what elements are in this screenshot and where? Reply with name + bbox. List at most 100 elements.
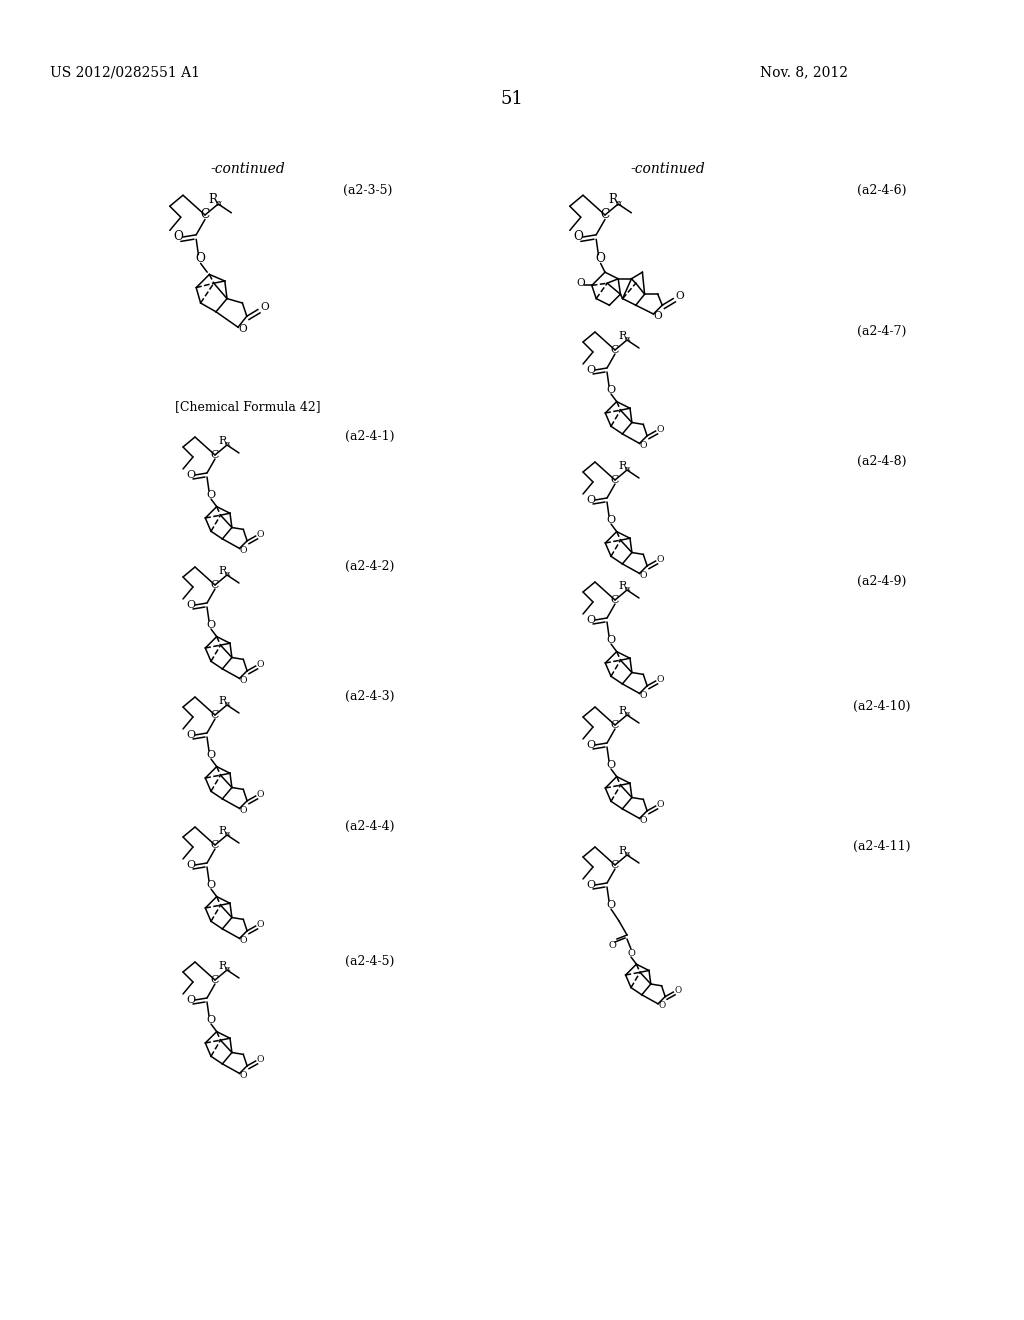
Text: (a2-4-8): (a2-4-8) (857, 455, 906, 469)
Text: O: O (587, 366, 596, 375)
Text: (a2-4-1): (a2-4-1) (345, 430, 394, 444)
Text: R: R (608, 193, 617, 206)
Text: C: C (610, 595, 620, 605)
Text: C: C (211, 579, 219, 590)
Text: α: α (625, 850, 631, 858)
Text: [Chemical Formula 42]: [Chemical Formula 42] (175, 400, 321, 413)
Text: R: R (618, 581, 627, 591)
Text: O: O (606, 760, 615, 770)
Text: O: O (257, 1055, 264, 1064)
Text: α: α (216, 198, 222, 207)
Text: (a2-4-3): (a2-4-3) (345, 690, 394, 704)
Text: (a2-4-7): (a2-4-7) (857, 325, 906, 338)
Text: O: O (587, 880, 596, 890)
Text: O: O (257, 660, 264, 669)
Text: O: O (653, 312, 663, 321)
Text: R: R (218, 961, 226, 972)
Text: R: R (618, 331, 627, 341)
Text: (a2-4-9): (a2-4-9) (857, 576, 906, 587)
Text: R: R (218, 436, 226, 446)
Text: O: O (238, 325, 247, 334)
Text: (a2-4-11): (a2-4-11) (853, 840, 910, 853)
Text: α: α (225, 965, 230, 973)
Text: O: O (207, 490, 216, 500)
Text: R: R (218, 696, 226, 706)
Text: O: O (608, 940, 616, 949)
Text: O: O (257, 789, 264, 799)
Text: O: O (260, 302, 268, 313)
Text: O: O (640, 570, 647, 579)
Text: R: R (618, 846, 627, 855)
Text: -continued: -continued (211, 162, 286, 176)
Text: α: α (225, 440, 230, 447)
Text: C: C (211, 840, 219, 850)
Text: O: O (186, 995, 196, 1005)
Text: C: C (610, 719, 620, 730)
Text: O: O (606, 635, 615, 645)
Text: O: O (186, 470, 196, 480)
Text: O: O (656, 554, 665, 564)
Text: R: R (218, 826, 226, 836)
Text: C: C (610, 345, 620, 355)
Text: O: O (640, 690, 647, 700)
Text: α: α (625, 710, 631, 718)
Text: O: O (240, 676, 247, 685)
Text: O: O (573, 231, 584, 243)
Text: O: O (640, 816, 647, 825)
Text: O: O (240, 545, 247, 554)
Text: α: α (625, 335, 631, 343)
Text: -continued: -continued (631, 162, 706, 176)
Text: O: O (196, 252, 206, 265)
Text: O: O (656, 675, 665, 684)
Text: C: C (600, 209, 609, 222)
Text: 51: 51 (501, 90, 523, 108)
Text: O: O (587, 741, 596, 750)
Text: O: O (240, 1071, 247, 1080)
Text: O: O (174, 231, 183, 243)
Text: O: O (627, 949, 635, 957)
Text: Nov. 8, 2012: Nov. 8, 2012 (760, 65, 848, 79)
Text: O: O (577, 279, 585, 288)
Text: O: O (587, 615, 596, 624)
Text: C: C (211, 710, 219, 719)
Text: R: R (618, 461, 627, 471)
Text: O: O (207, 880, 216, 890)
Text: O: O (656, 425, 665, 434)
Text: R: R (208, 193, 217, 206)
Text: O: O (257, 529, 264, 539)
Text: O: O (186, 601, 196, 610)
Text: C: C (610, 475, 620, 484)
Text: C: C (211, 975, 219, 985)
Text: O: O (658, 1001, 666, 1010)
Text: C: C (211, 450, 219, 459)
Text: O: O (207, 750, 216, 760)
Text: α: α (625, 465, 631, 473)
Text: O: O (606, 515, 615, 525)
Text: O: O (606, 900, 615, 909)
Text: C: C (610, 861, 620, 870)
Text: (a2-4-5): (a2-4-5) (345, 954, 394, 968)
Text: (a2-4-4): (a2-4-4) (345, 820, 394, 833)
Text: (a2-4-6): (a2-4-6) (857, 183, 906, 197)
Text: α: α (225, 830, 230, 838)
Text: O: O (587, 495, 596, 506)
Text: R: R (218, 566, 226, 576)
Text: C: C (201, 209, 210, 222)
Text: O: O (606, 385, 615, 395)
Text: O: O (596, 252, 605, 265)
Text: O: O (207, 1015, 216, 1026)
Text: O: O (186, 730, 196, 741)
Text: (a2-4-2): (a2-4-2) (345, 560, 394, 573)
Text: R: R (618, 706, 627, 715)
Text: O: O (674, 986, 681, 995)
Text: α: α (225, 700, 230, 708)
Text: α: α (225, 570, 230, 578)
Text: O: O (656, 800, 665, 809)
Text: O: O (240, 936, 247, 945)
Text: O: O (240, 805, 247, 814)
Text: (a2-4-10): (a2-4-10) (853, 700, 910, 713)
Text: US 2012/0282551 A1: US 2012/0282551 A1 (50, 65, 200, 79)
Text: O: O (640, 441, 647, 450)
Text: O: O (186, 861, 196, 870)
Text: α: α (625, 585, 631, 593)
